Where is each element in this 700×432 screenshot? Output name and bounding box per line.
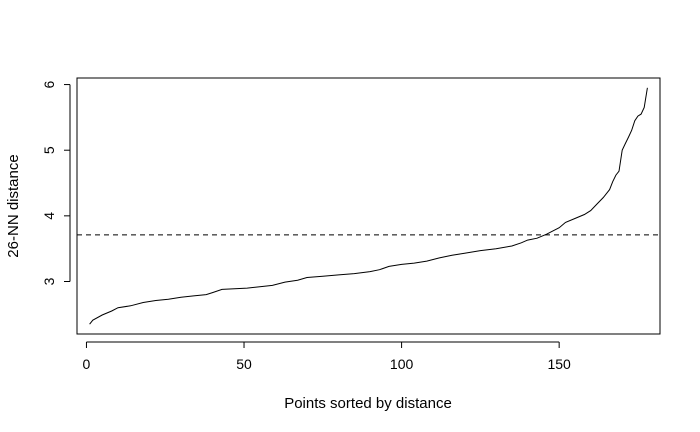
plot-frame (76, 77, 661, 335)
x-tick-label: 50 (236, 356, 252, 372)
y-tick-label: 5 (41, 146, 57, 154)
y-tick-label: 4 (41, 212, 57, 220)
x-tick-label: 150 (547, 356, 571, 372)
y-tick-label: 3 (41, 277, 57, 285)
x-tick-label: 0 (83, 356, 91, 372)
x-axis-label: Points sorted by distance (284, 395, 452, 412)
y-tick-label: 6 (41, 80, 57, 88)
series-line (89, 87, 648, 325)
y-axis: 3 4 5 6 (41, 80, 71, 285)
x-axis: 0 50 100 150 (83, 341, 571, 372)
x-tick-label: 100 (390, 356, 414, 372)
y-axis-label: 26-NN distance (5, 154, 22, 257)
